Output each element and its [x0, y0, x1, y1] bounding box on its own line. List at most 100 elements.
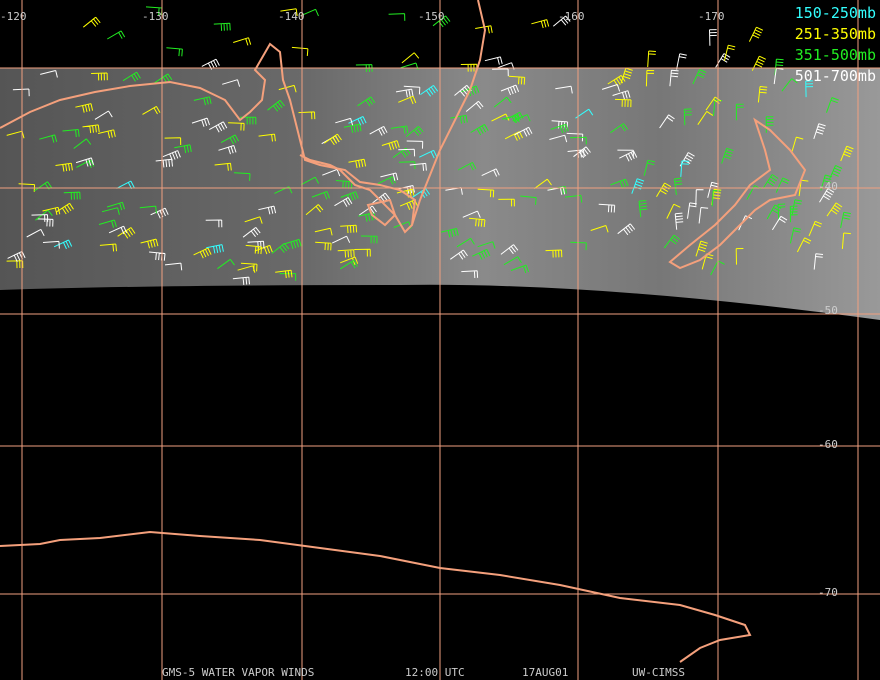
wind-barb: [300, 176, 320, 186]
wind-barb: [680, 160, 690, 177]
wind-barb: [335, 180, 353, 189]
footer-text: GMS-5 WATER VAPOR WINDS: [162, 666, 314, 679]
wind-barb: [614, 98, 632, 108]
wind-barb: [242, 227, 261, 238]
wind-barb: [813, 123, 826, 140]
wind-barb: [275, 269, 293, 279]
wind-barb: [419, 149, 438, 159]
wind-barb: [63, 191, 81, 200]
wind-barb: [98, 219, 117, 228]
wind-barb: [140, 238, 159, 249]
tasmania-coast: [366, 198, 397, 227]
wind-barb: [656, 182, 672, 197]
wind-barb: [549, 134, 568, 143]
wind-barb: [258, 205, 277, 215]
wind-barb: [380, 172, 399, 181]
wind-barb: [771, 215, 788, 231]
wind-barb: [334, 197, 353, 207]
wind-barb: [94, 110, 113, 120]
footer-text: UW-CIMSS: [632, 666, 685, 679]
wind-barb: [663, 234, 680, 249]
wind-barb: [420, 84, 439, 97]
wind-barb: [504, 131, 524, 141]
wind-barb: [789, 227, 802, 244]
wind-barb: [791, 199, 803, 216]
australia-coast: [0, 0, 487, 234]
wind-barb: [280, 8, 298, 16]
wind-barb: [164, 262, 183, 271]
wind-barb: [492, 68, 509, 77]
wind-barb: [117, 227, 136, 239]
wind-barb: [348, 158, 367, 169]
wind-barb: [462, 210, 481, 218]
wind-barb: [692, 69, 707, 85]
wind-barb: [348, 116, 367, 126]
wind-barb: [247, 240, 265, 249]
wind-barb: [607, 74, 626, 87]
wind-barb: [254, 244, 273, 255]
legend-entry: 251-350mb: [795, 25, 876, 43]
longitude-label: -130: [142, 10, 169, 23]
wind-barb: [470, 123, 489, 136]
wind-barb: [534, 178, 552, 190]
wind-barb: [679, 152, 695, 167]
footer-text: 17AUG01: [522, 666, 568, 679]
wind-barb: [601, 84, 621, 92]
wind-barb: [721, 147, 734, 164]
wind-barb: [357, 96, 376, 107]
latitude-label: -40: [818, 180, 838, 193]
longitude-label: -150: [418, 10, 445, 23]
wind-barb: [76, 159, 95, 169]
wind-barb: [510, 264, 529, 274]
wind-barb: [99, 243, 117, 252]
wind-barb: [590, 225, 609, 233]
wind-barb: [514, 126, 533, 137]
wind-barb: [108, 225, 128, 235]
wind-barb: [840, 145, 854, 162]
wind-barb: [710, 260, 725, 276]
wind-barb: [271, 243, 290, 254]
wind-barb: [450, 249, 468, 260]
legend-entry: 501-700mb: [795, 67, 876, 85]
wind-barb: [258, 133, 276, 142]
wind-barb: [757, 86, 768, 103]
wind-barb: [213, 22, 231, 31]
wind-barb: [340, 256, 359, 265]
wind-barb: [335, 117, 354, 126]
wind-barb: [75, 157, 94, 167]
wind-barb: [6, 260, 24, 269]
wind-barb: [245, 244, 263, 255]
wind-barb: [283, 238, 302, 249]
wind-barb: [406, 140, 424, 149]
legend-entry: 150-250mb: [795, 4, 876, 22]
wind-barb: [545, 249, 563, 258]
wind-barb: [239, 116, 257, 125]
wind-barb: [711, 190, 721, 207]
wind-barb: [501, 114, 520, 124]
wind-barb: [193, 96, 212, 106]
wind-barb: [209, 121, 228, 133]
wind-barb: [647, 50, 656, 68]
wind-barb: [715, 53, 731, 68]
wind-barb: [323, 133, 342, 146]
wind-barb: [828, 165, 843, 181]
longitude-label: -120: [0, 10, 27, 23]
wind-barb: [279, 273, 297, 281]
wind-barb: [91, 72, 108, 81]
wind-barb: [775, 177, 790, 193]
wind-barb: [432, 15, 451, 28]
wind-barb: [39, 134, 58, 143]
wind-barb: [456, 237, 475, 248]
wind-barb: [481, 168, 500, 177]
wind-barb: [300, 8, 319, 17]
wind-barb: [461, 270, 479, 279]
wind-barb: [82, 16, 101, 28]
latitude-label: -60: [818, 438, 838, 451]
wind-barb: [101, 207, 120, 215]
wind-barb: [267, 99, 285, 112]
wind-barb: [454, 84, 472, 97]
wind-barb: [392, 147, 411, 159]
wind-barb: [220, 134, 239, 145]
wind-barb: [201, 58, 220, 70]
wind-barb: [400, 62, 419, 71]
